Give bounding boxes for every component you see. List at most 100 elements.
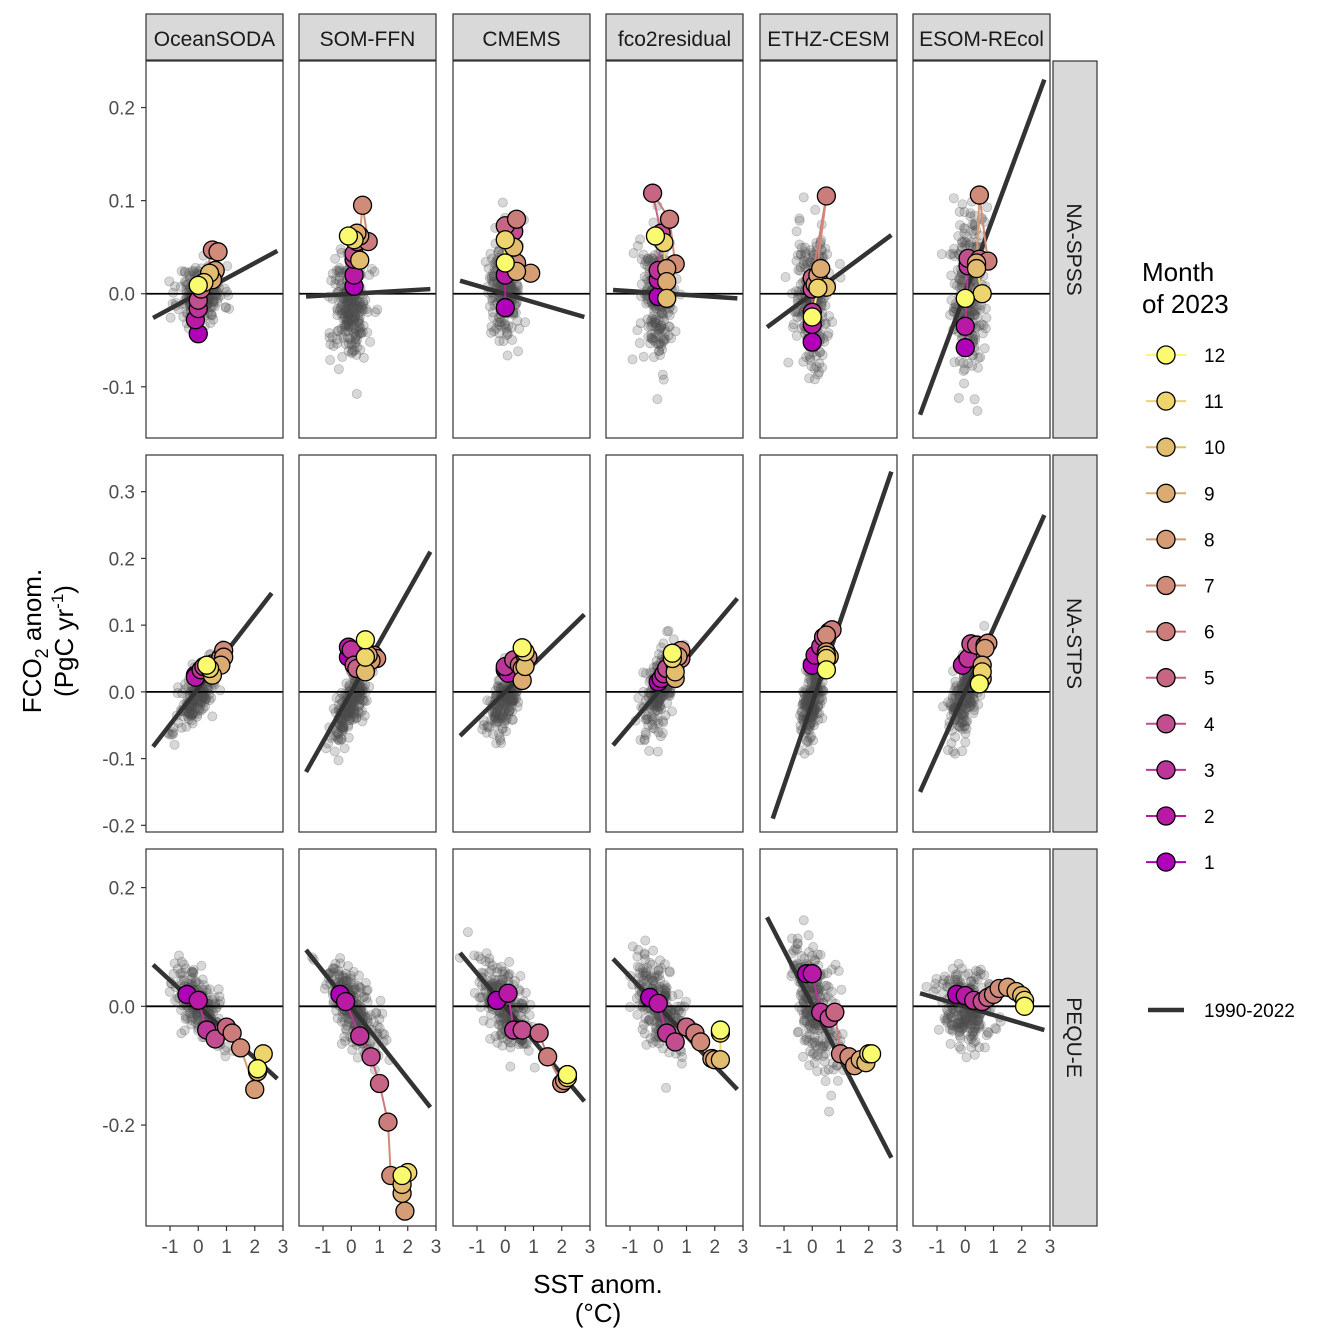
historical-point	[184, 1008, 195, 1019]
historical-point	[937, 978, 948, 989]
historical-point	[947, 963, 958, 974]
panel-border	[605, 60, 744, 439]
historical-point	[979, 970, 990, 981]
historical-point	[497, 1040, 508, 1051]
historical-point	[977, 328, 988, 339]
historical-point	[804, 1029, 815, 1040]
historical-point	[965, 696, 976, 707]
historical-point	[640, 729, 651, 740]
historical-point	[330, 731, 341, 742]
historical-point	[520, 987, 531, 998]
historical-point	[965, 1023, 976, 1034]
historical-point	[187, 968, 198, 979]
historical-point	[647, 333, 658, 344]
historical-point	[187, 718, 198, 729]
panel-border	[605, 454, 744, 833]
historical-point	[345, 973, 356, 984]
historical-point	[365, 1010, 376, 1021]
historical-point	[967, 1028, 978, 1039]
panel-contents	[760, 915, 897, 1159]
historical-point	[337, 720, 348, 731]
historical-point	[646, 252, 657, 263]
historical-point	[371, 1008, 382, 1019]
historical-point	[494, 710, 505, 721]
historical-point	[354, 707, 365, 718]
month-point	[825, 1002, 845, 1022]
historical-point	[798, 1017, 809, 1028]
historical-point	[341, 1025, 352, 1036]
historical-point	[334, 720, 345, 731]
historical-point	[192, 1012, 203, 1023]
historical-point	[494, 728, 505, 739]
historical-point	[950, 974, 961, 985]
historical-point	[958, 357, 969, 368]
x-tick-label: -1	[622, 1237, 639, 1258]
historical-point	[798, 192, 809, 203]
historical-point	[351, 296, 362, 307]
historical-point	[343, 311, 354, 322]
historical-point	[961, 1013, 972, 1024]
historical-point	[499, 969, 510, 980]
historical-point	[956, 1018, 967, 1029]
panel	[605, 454, 744, 833]
historical-point	[657, 369, 668, 380]
historical-point	[486, 964, 497, 975]
historical-point	[961, 237, 972, 248]
historical-point	[342, 311, 353, 322]
historical-point	[347, 307, 358, 318]
fit-line-1990-2022	[917, 78, 1047, 416]
historical-point	[653, 965, 664, 976]
panel	[452, 454, 591, 833]
historical-point	[486, 273, 497, 284]
historical-point	[957, 746, 968, 757]
panel	[759, 848, 898, 1227]
historical-point	[951, 680, 962, 691]
historical-point	[952, 280, 963, 291]
historical-point	[333, 364, 344, 375]
historical-point	[809, 374, 820, 385]
historical-point	[943, 697, 954, 708]
historical-point	[349, 327, 360, 338]
historical-point	[372, 1021, 383, 1032]
historical-point	[362, 306, 373, 317]
historical-point	[805, 1017, 816, 1028]
historical-point	[809, 1037, 820, 1048]
historical-point	[830, 959, 841, 970]
historical-point	[190, 977, 201, 988]
historical-point	[806, 675, 817, 686]
historical-point	[343, 719, 354, 730]
historical-point	[186, 710, 197, 721]
historical-point	[646, 971, 657, 982]
x-axis: -1 0 1 2 3	[622, 1226, 749, 1258]
historical-point	[493, 716, 504, 727]
historical-point	[652, 714, 663, 725]
historical-point	[959, 715, 970, 726]
panel-border	[298, 60, 437, 439]
x-tick-label: 3	[738, 1237, 749, 1258]
historical-point	[636, 254, 647, 265]
historical-point	[957, 1014, 968, 1025]
historical-point	[332, 326, 343, 337]
historical-point	[325, 339, 336, 350]
historical-point	[208, 294, 219, 305]
historical-point	[794, 213, 805, 224]
historical-point	[653, 727, 664, 738]
historical-point	[348, 702, 359, 713]
historical-point	[940, 1015, 951, 1026]
historical-point	[652, 701, 663, 712]
historical-point	[650, 314, 661, 325]
historical-point	[336, 309, 347, 320]
panel-background	[913, 849, 1050, 1226]
historical-point	[374, 1014, 385, 1025]
historical-point	[654, 322, 665, 333]
historical-point	[828, 1064, 839, 1075]
historical-point	[650, 318, 661, 329]
historical-point	[812, 1049, 823, 1060]
historical-point	[176, 722, 187, 733]
historical-point	[981, 312, 992, 323]
historical-point	[642, 711, 653, 722]
historical-point	[188, 964, 199, 975]
historical-point	[328, 341, 339, 352]
historical-point	[336, 733, 347, 744]
historical-point	[632, 325, 643, 336]
